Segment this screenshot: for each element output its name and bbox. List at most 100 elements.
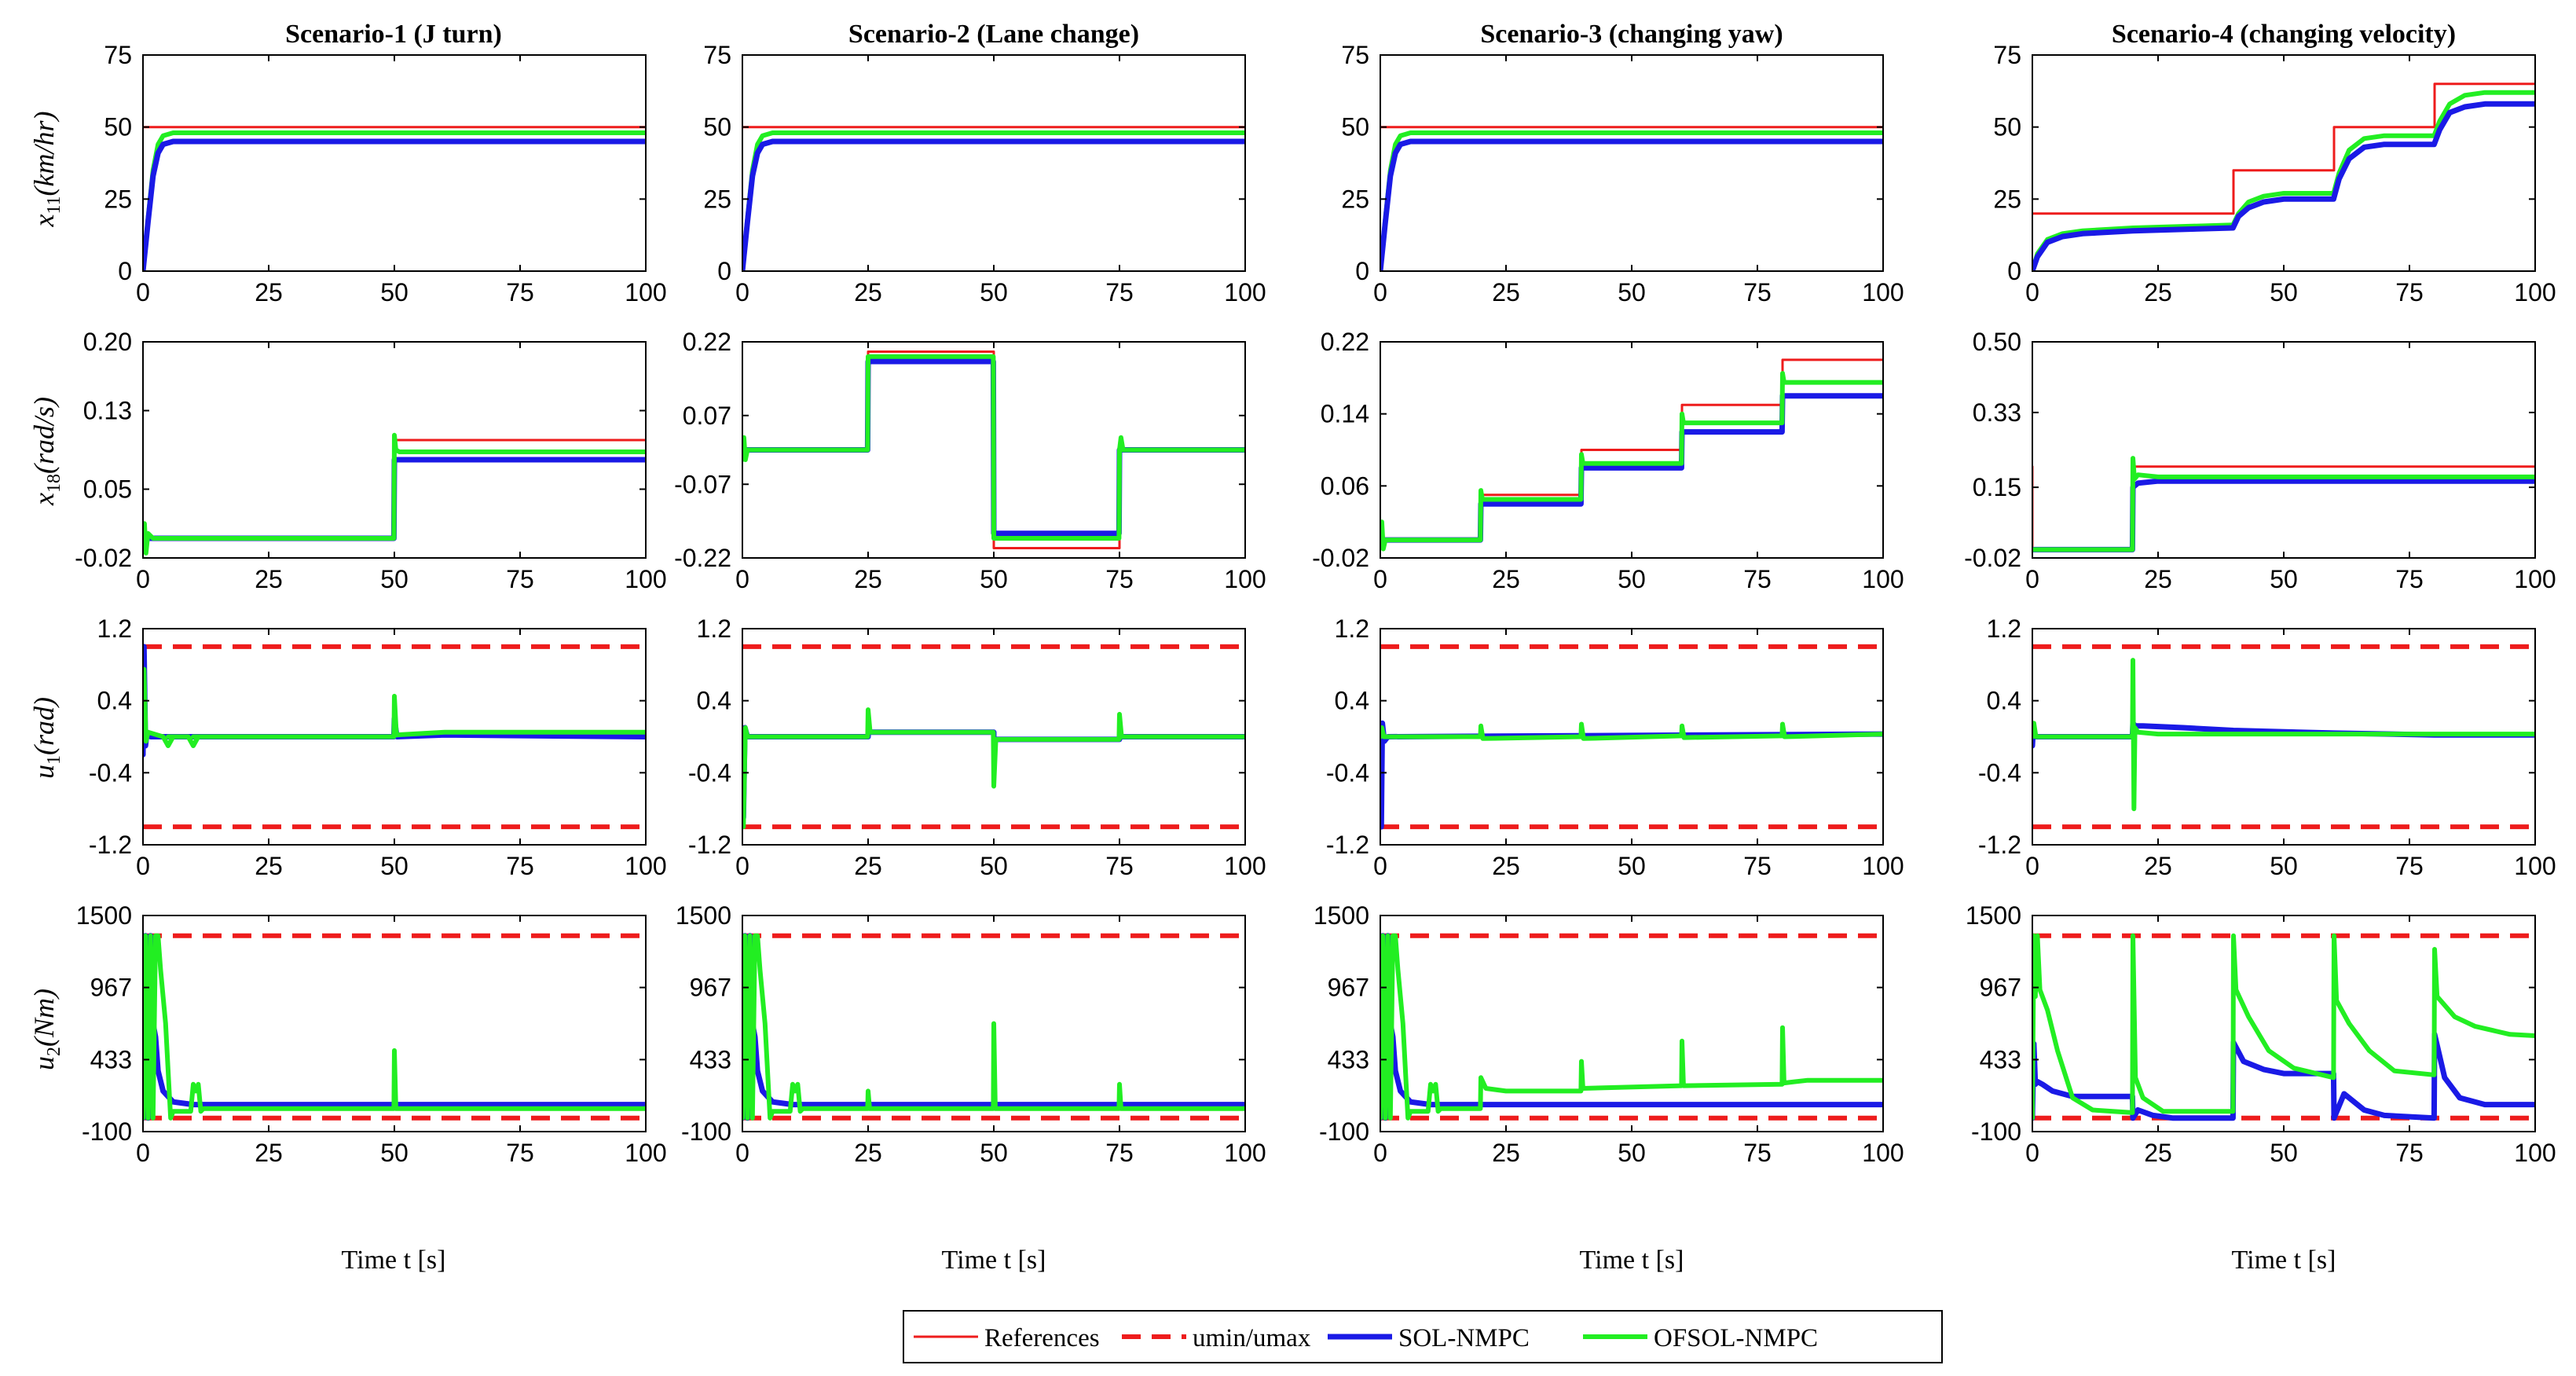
- x-tick-label: 50: [2270, 278, 2298, 306]
- legend: References umin/umax SOL-NMPC OFSOL-NMPC: [903, 1310, 1943, 1363]
- x-tick-label: 50: [980, 278, 1008, 306]
- y-tick-label: 1500: [1966, 901, 2021, 930]
- y-tick-label: 0.4: [1335, 687, 1369, 715]
- y-tick-label: 0: [1355, 257, 1369, 285]
- x-tick-label: 50: [1618, 1139, 1646, 1167]
- y-tick-label: 75: [703, 41, 731, 69]
- series-ofsol-nmpc: [742, 707, 1245, 830]
- y-tick-label: 1500: [1314, 901, 1369, 930]
- plot-area: [2032, 342, 2535, 558]
- legend-label-references: References: [984, 1324, 1100, 1352]
- x-tick-label: 100: [1862, 1139, 1904, 1167]
- x-tick-label: 0: [735, 565, 749, 593]
- x-tick-label: 100: [1862, 565, 1904, 593]
- panel-r3-c1: 0 25 50 75 100 -1.2 -0.4 0.4 1.2: [89, 615, 667, 880]
- y-tick-label: 25: [1341, 185, 1369, 213]
- x-tick-label: 100: [1862, 278, 1904, 306]
- x-tick-label: 25: [854, 565, 882, 593]
- subplot-grid: 0 25 50 75 100 0 25 50 75 0 25 50 75 100 0 25 50 75 0 25 50 7…: [75, 41, 2556, 1167]
- x-tick-label: 0: [2025, 565, 2039, 593]
- x-tick-label: 0: [136, 852, 150, 880]
- y-tick-label: -0.22: [674, 544, 731, 572]
- y-label-sub: 1: [44, 755, 64, 765]
- x-tick-label: 50: [380, 565, 409, 593]
- y-tick-label: 50: [1341, 113, 1369, 141]
- series-sol-nmpc: [2032, 101, 2535, 271]
- series-group: [143, 644, 646, 830]
- y-label-main: x: [28, 493, 60, 506]
- x-tick-label: 50: [980, 852, 1008, 880]
- x-tick-label: 75: [1743, 852, 1772, 880]
- y-label-main: x: [28, 215, 60, 228]
- series-ofsol-nmpc: [143, 933, 646, 1121]
- y-tick-label: 50: [104, 113, 132, 141]
- y-tick-label: 0.20: [83, 328, 132, 356]
- y-label-main: u: [28, 1056, 60, 1070]
- panel-r2-c4: 0 25 50 75 100 -0.02 0.15 0.33 0.50: [1964, 328, 2556, 593]
- panel-r2-c1: 0 25 50 75 100 -0.02 0.05 0.13 0.20: [75, 328, 667, 593]
- y-label-sub: 18: [44, 474, 64, 493]
- x-tick-label: 25: [255, 565, 283, 593]
- series-group: [143, 933, 646, 1121]
- x-tick-label: 50: [2270, 852, 2298, 880]
- x-tick-label: 0: [735, 278, 749, 306]
- series-references: [2032, 83, 2535, 215]
- x-tick-label: 25: [2144, 565, 2172, 593]
- row-y-labels: x11(km/hr) x18(rad/s) u1(rad) u2(Nm): [28, 111, 64, 1070]
- series-ofsol-nmpc: [2032, 933, 2535, 1121]
- y-label-row-3: u1(rad): [28, 697, 64, 779]
- x-tick-label: 75: [1743, 565, 1772, 593]
- x-tick-label: 0: [2025, 852, 2039, 880]
- y-tick-label: 75: [1993, 41, 2021, 69]
- legend-box: [903, 1310, 1943, 1363]
- x-tick-label: 25: [854, 278, 882, 306]
- x-tick-label: 75: [2395, 1139, 2424, 1167]
- y-tick-label: 967: [690, 974, 731, 1002]
- x-tick-label: 50: [980, 565, 1008, 593]
- x-label-col-1: Time t [s]: [342, 1246, 446, 1275]
- y-tick-label: -0.4: [1326, 758, 1369, 787]
- x-tick-label: 100: [1862, 852, 1904, 880]
- y-tick-label: -0.4: [1978, 758, 2021, 787]
- y-tick-label: 0.05: [83, 475, 132, 504]
- y-tick-label: 75: [104, 41, 132, 69]
- series-group: [1380, 933, 1883, 1121]
- y-tick-label: 0.50: [1973, 328, 2021, 356]
- series-group: [2032, 933, 2535, 1121]
- x-tick-label: 75: [506, 852, 534, 880]
- y-label-sub: 11: [44, 196, 64, 214]
- x-tick-label: 75: [1105, 278, 1134, 306]
- x-label-col-4: Time t [s]: [2232, 1246, 2336, 1275]
- y-tick-label: -100: [681, 1117, 731, 1146]
- y-tick-label: 0.4: [97, 687, 132, 715]
- series-group: [143, 432, 646, 556]
- series-ofsol-nmpc: [1380, 721, 1883, 741]
- column-titles: Scenario-1 (J turn) Scenario-2 (Lane cha…: [285, 20, 2456, 49]
- x-tick-label: 75: [2395, 565, 2424, 593]
- y-tick-label: -0.4: [688, 758, 731, 787]
- y-tick-label: 0.15: [1973, 473, 2021, 501]
- x-tick-label: 0: [136, 278, 150, 306]
- legend-label-bounds: umin/umax: [1193, 1324, 1311, 1352]
- x-tick-label: 100: [2514, 565, 2556, 593]
- x-tick-label: 25: [854, 852, 882, 880]
- x-tick-label: 75: [506, 565, 534, 593]
- plot-area: [1380, 55, 1883, 271]
- x-tick-label: 25: [1492, 1139, 1520, 1167]
- x-tick-label: 100: [1224, 278, 1266, 306]
- x-tick-label: 75: [1743, 1139, 1772, 1167]
- x-tick-label: 25: [255, 1139, 283, 1167]
- x-tick-label: 100: [1224, 1139, 1266, 1167]
- y-tick-label: 433: [690, 1045, 731, 1073]
- y-tick-label: 967: [90, 974, 132, 1002]
- panel-r2-c3: 0 25 50 75 100 -0.02 0.06 0.14 0.22: [1312, 328, 1904, 593]
- y-tick-label: 75: [1341, 41, 1369, 69]
- x-tick-label: 100: [1224, 852, 1266, 880]
- series-ofsol-nmpc: [742, 933, 1245, 1121]
- panel-r3-c2: 0 25 50 75 100 -1.2 -0.4 0.4 1.2: [688, 615, 1266, 880]
- y-label-rest: (rad/s): [28, 397, 60, 474]
- x-tick-label: 25: [1492, 852, 1520, 880]
- x-tick-label: 75: [506, 278, 534, 306]
- y-tick-label: 50: [703, 113, 731, 141]
- legend-label-sol: SOL-NMPC: [1398, 1324, 1530, 1352]
